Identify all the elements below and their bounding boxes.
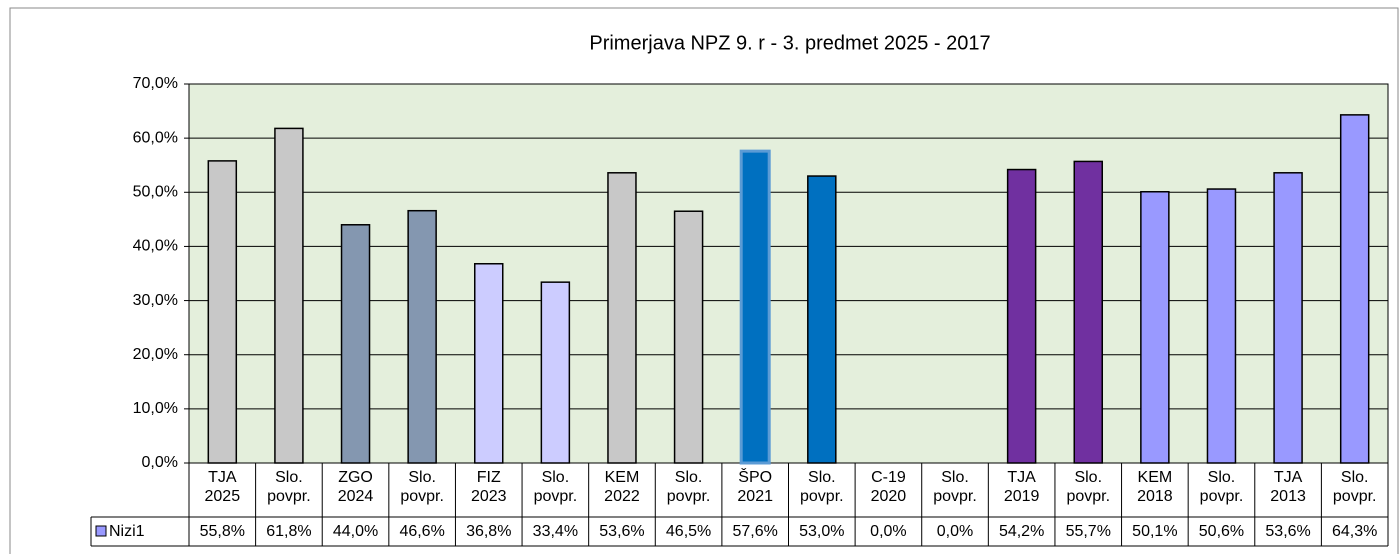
x-tick-label: TJA 2025 — [205, 469, 241, 505]
data-label: 46,5% — [666, 523, 711, 540]
y-tick-label: 0,0% — [142, 454, 178, 471]
bar — [1073, 160, 1103, 464]
data-label: 57,6% — [733, 523, 778, 540]
bar — [407, 209, 437, 464]
x-tick-label: Slo. povpr. — [667, 469, 711, 505]
y-tick-label: 30,0% — [133, 292, 178, 309]
chart-title: Primerjava NPZ 9. r - 3. predmet 2025 - … — [589, 32, 990, 54]
x-tick-label: Slo. povpr. — [1066, 469, 1110, 505]
bar — [1339, 114, 1370, 464]
x-tick-label: Slo. povpr. — [800, 469, 844, 505]
bar — [807, 175, 837, 464]
legend-marker — [95, 525, 107, 537]
data-label: 54,2% — [999, 523, 1044, 540]
bar — [474, 263, 504, 464]
y-tick-label: 70,0% — [133, 75, 178, 92]
data-label: 0,0% — [870, 523, 906, 540]
x-tick-label: Slo. povpr. — [534, 469, 578, 505]
y-tick-label: 20,0% — [133, 346, 178, 363]
bar — [540, 281, 571, 464]
x-tick-label: KEM 2022 — [604, 469, 640, 505]
data-label: 46,6% — [399, 523, 444, 540]
bar — [274, 127, 304, 464]
data-label: 36,8% — [466, 523, 511, 540]
bar — [607, 172, 637, 464]
y-tick-label: 50,0% — [133, 184, 178, 201]
data-label: 0,0% — [937, 523, 973, 540]
x-tick-label: KEM 2018 — [1137, 469, 1173, 505]
x-tick-label: Slo. povpr. — [400, 469, 444, 505]
bar — [1140, 190, 1170, 464]
y-tick-label: 10,0% — [133, 400, 178, 417]
bar — [340, 224, 371, 464]
x-tick-label: Slo. povpr. — [1200, 469, 1244, 505]
plot-area — [188, 83, 1389, 464]
bar — [1206, 188, 1237, 464]
data-label: 61,8% — [266, 523, 311, 540]
legend-label: Nizi1 — [109, 523, 145, 540]
data-label: 55,8% — [200, 523, 245, 540]
bar — [1006, 168, 1037, 464]
data-label: 55,7% — [1066, 523, 1111, 540]
y-tick-label: 60,0% — [133, 129, 178, 146]
data-label: 50,6% — [1199, 523, 1244, 540]
data-label: 64,3% — [1332, 523, 1377, 540]
bar — [673, 210, 704, 464]
x-tick-label: ŠPO 2021 — [737, 467, 773, 505]
bar — [1273, 172, 1303, 464]
data-label: 33,4% — [533, 523, 578, 540]
x-tick-label: ZGO 2024 — [338, 469, 374, 505]
x-tick-label: Slo. povpr. — [267, 469, 311, 505]
data-label: 53,0% — [799, 523, 844, 540]
data-label: 53,6% — [599, 523, 644, 540]
data-label: 50,1% — [1132, 523, 1177, 540]
x-tick-label: FIZ 2023 — [471, 469, 507, 505]
x-tick-label: C-19 2020 — [871, 469, 907, 505]
x-tick-label: Slo. povpr. — [933, 469, 977, 505]
data-label: 44,0% — [333, 523, 378, 540]
x-tick-label: Slo. povpr. — [1333, 469, 1377, 505]
data-label: 53,6% — [1265, 523, 1310, 540]
x-tick-label: TJA 2019 — [1004, 469, 1040, 505]
bar — [739, 149, 771, 465]
bar — [207, 160, 238, 464]
y-tick-label: 40,0% — [133, 238, 178, 255]
x-tick-label: TJA 2013 — [1270, 469, 1306, 505]
